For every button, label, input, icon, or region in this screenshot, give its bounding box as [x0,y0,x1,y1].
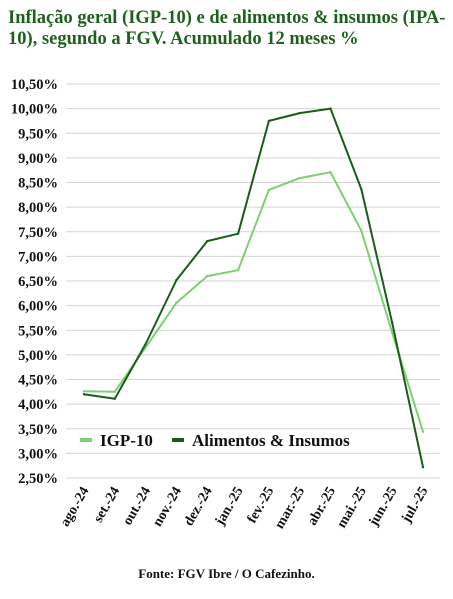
x-tick-label: jul.-25 [399,485,432,527]
y-tick-label: 7,00% [18,249,58,265]
y-tick-label: 4,00% [18,397,58,413]
data-point [329,170,332,174]
y-tick-label: 6,50% [18,274,58,290]
data-point [206,239,209,243]
data-point [82,390,86,393]
y-tick-label: 3,50% [18,422,58,438]
data-point [390,321,394,325]
x-tick-label: out.-24 [120,485,154,529]
y-tick-label: 10,50% [11,77,58,93]
data-point [360,188,363,191]
data-point [298,111,301,115]
y-tick-label: 2,50% [18,471,58,487]
data-point [113,397,117,400]
x-tick-label: mar.-25 [272,485,308,532]
x-tick-label: dez.-24 [182,485,216,529]
chart-title: Inflação geral (IGP-10) e de alimentos &… [8,8,446,49]
data-point [236,268,240,272]
data-point [144,342,147,346]
series-lines [82,107,425,469]
y-tick-label: 7,50% [18,225,58,241]
y-tick-label: 4,50% [18,373,58,389]
y-tick-label: 9,00% [18,151,58,167]
data-point [206,274,209,278]
data-point [329,107,332,110]
data-point [360,229,363,232]
data-point [421,430,425,433]
x-tick-label: jan.-25 [212,485,246,529]
y-axis-tick-labels: 2,50% 3,00% 3,50% 4,00% 4,50% 5,00% 5,50% 6,00%… [11,77,58,487]
x-tick-label: nov.-24 [150,485,185,530]
data-point [113,390,117,394]
series-line-igp-10 [83,171,424,433]
x-axis-tick-labels: ago.-24set.-24out.-24nov.-24dez.-24jan.-… [58,485,432,532]
data-point [267,188,271,192]
x-tick-label: abr.-25 [305,485,339,529]
x-tick-label: fev.-25 [245,485,278,527]
y-tick-label: 5,00% [18,348,58,364]
y-tick-label: 5,50% [18,323,58,339]
y-tick-label: 10,00% [11,102,58,118]
y-tick-label: 9,50% [18,126,58,142]
data-point [236,232,240,235]
legend-label: Alimentos & Insumos [192,431,350,450]
data-point [421,465,425,469]
y-tick-label: 8,50% [18,176,58,192]
legend: IGP-10 Alimentos & Insumos [80,431,350,450]
data-point [390,331,394,334]
data-point [175,301,178,304]
data-point [298,176,301,180]
y-tick-label: 3,00% [18,446,58,462]
data-point [82,393,86,396]
legend-label: IGP-10 [100,431,153,450]
x-tick-label: mai.-25 [334,485,369,531]
series-line-alimentos-insumos [83,107,424,469]
x-tick-label: set.-24 [91,485,123,526]
data-point [175,278,178,282]
x-tick-label: jun.-25 [366,485,401,530]
y-tick-label: 6,00% [18,299,58,315]
data-point [267,119,271,123]
y-tick-label: 8,00% [18,200,58,216]
x-tick-label: ago.-24 [58,485,93,530]
grid-lines [66,83,440,479]
source-note: Fonte: FGV Ibre / O Cafezinho. [138,566,315,581]
